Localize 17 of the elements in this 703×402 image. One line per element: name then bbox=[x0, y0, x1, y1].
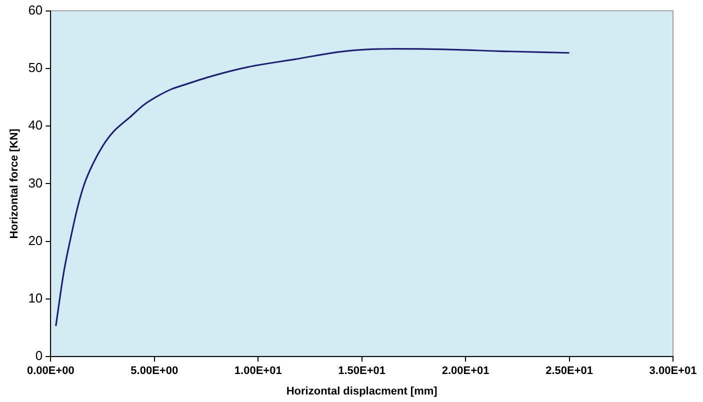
y-tick-label: 40 bbox=[28, 118, 43, 133]
y-tick-label: 60 bbox=[28, 2, 43, 18]
x-tick-label: 2.00E+01 bbox=[442, 365, 490, 378]
x-tick-label: 1.00E+01 bbox=[234, 365, 282, 378]
x-tick-label: 5.00E+00 bbox=[130, 365, 178, 378]
y-axis-title: Horizontal force [KN] bbox=[8, 128, 21, 239]
x-tick-label: 2.50E+01 bbox=[546, 365, 593, 378]
x-tick-label: 0.00E+00 bbox=[26, 365, 74, 378]
x-axis-title: Horizontal displacment [mm] bbox=[286, 385, 438, 398]
line-series bbox=[55, 48, 570, 327]
x-tick-label: 1.50E+01 bbox=[338, 365, 386, 378]
x-tick-label: 3.00E+01 bbox=[649, 365, 697, 378]
y-tick-label: 0 bbox=[35, 348, 43, 364]
y-tick-label: 30 bbox=[28, 175, 43, 190]
y-tick-label: 50 bbox=[28, 60, 43, 76]
y-tick-label: 20 bbox=[28, 232, 43, 248]
y-tick-label: 10 bbox=[28, 290, 43, 306]
